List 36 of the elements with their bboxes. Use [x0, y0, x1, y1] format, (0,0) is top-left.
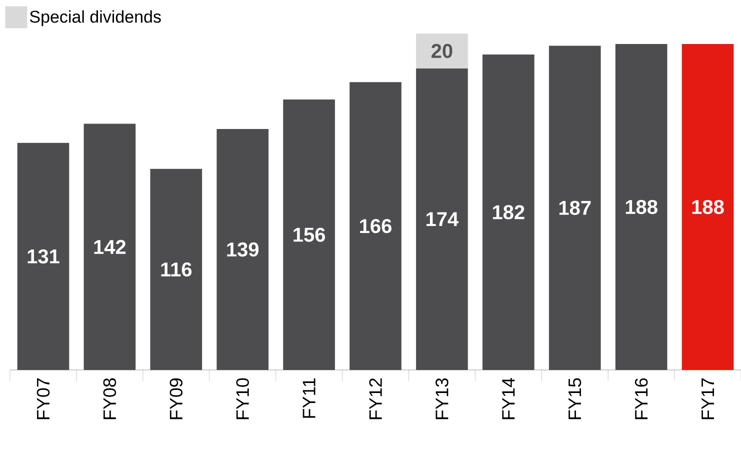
- x-tick-label: FY08: [103, 378, 116, 420]
- data-label: 116: [161, 262, 192, 277]
- data-label: 187: [559, 200, 591, 215]
- bar: [84, 124, 136, 370]
- bar: [283, 100, 335, 370]
- data-label: 20: [432, 44, 452, 58]
- data-label: 131: [28, 249, 60, 264]
- bar: [150, 168, 202, 370]
- x-tick-label: FY16: [634, 378, 648, 420]
- legend-label: Special dividends: [30, 10, 161, 26]
- data-label: 139: [227, 242, 259, 257]
- bar: [216, 128, 269, 370]
- x-tick-label: FY15: [568, 378, 582, 420]
- x-tick-label: FY13: [436, 378, 448, 420]
- data-label: 182: [492, 205, 524, 220]
- x-tick-label: FY10: [236, 378, 249, 420]
- data-label: 142: [94, 240, 126, 254]
- bar: [17, 142, 70, 370]
- data-label: 188: [692, 200, 724, 214]
- bar: [548, 46, 601, 370]
- bar: [416, 34, 468, 68]
- x-tick-label: FY09: [170, 378, 183, 420]
- x-tick-label: FY12: [369, 378, 382, 420]
- data-label: 174: [426, 212, 459, 226]
- x-tick-label: FY11: [302, 378, 316, 418]
- bar: [482, 54, 534, 370]
- bar: [350, 82, 402, 370]
- x-tick-label: FY14: [502, 378, 515, 420]
- data-label: 156: [294, 228, 326, 242]
- x-tick-label: FY07: [36, 378, 50, 420]
- bar: [615, 44, 668, 370]
- x-tick-label: FY17: [702, 378, 714, 420]
- bar: [416, 68, 468, 370]
- bar: [682, 44, 734, 370]
- data-label: 188: [626, 200, 658, 214]
- data-label: 166: [360, 219, 392, 234]
